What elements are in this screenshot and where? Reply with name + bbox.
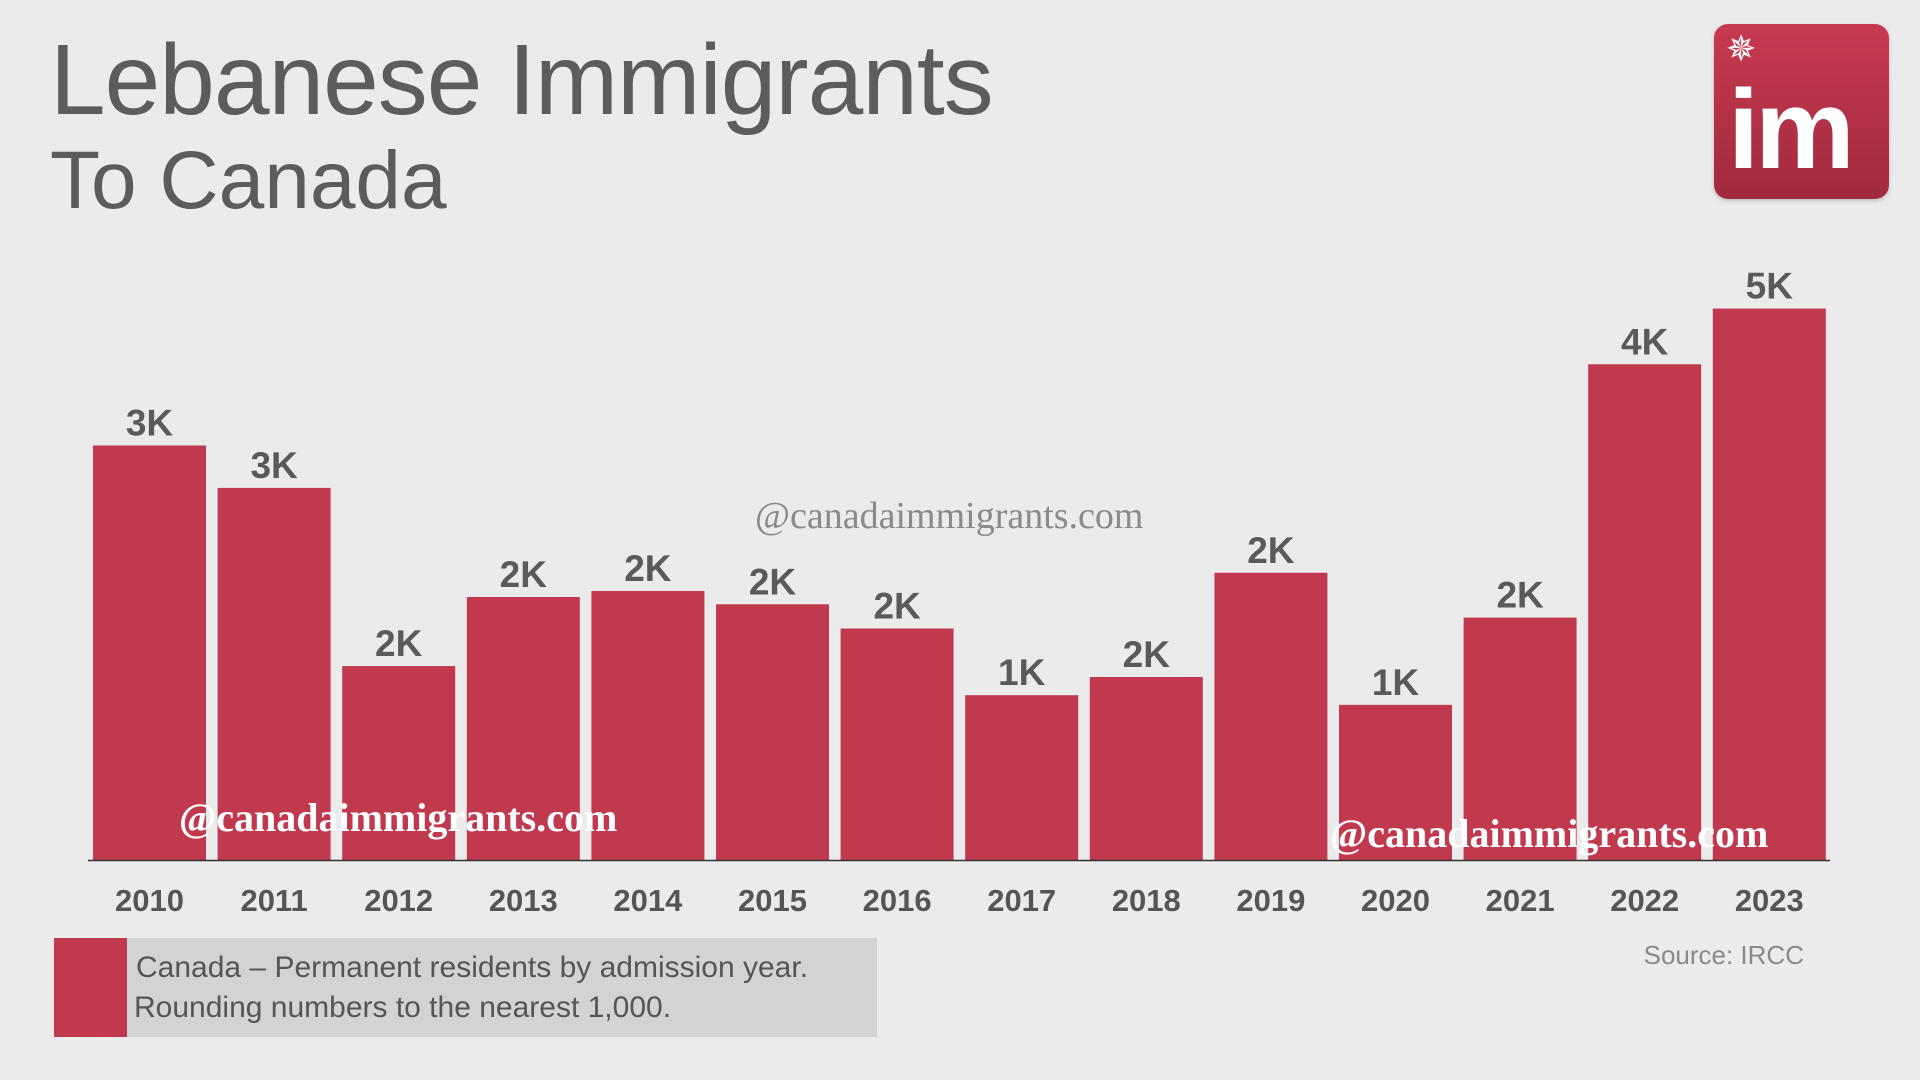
- bar-2014: [591, 590, 705, 860]
- x-tick-label-2010: 2010: [115, 883, 184, 918]
- x-tick-label-2020: 2020: [1361, 883, 1430, 918]
- bar-2012: [342, 666, 456, 860]
- bar-2022: [1588, 364, 1702, 860]
- page-title: Lebanese Immigrants: [50, 24, 994, 136]
- data-label-2023: 5K: [1746, 266, 1794, 307]
- legend: Canada – Permanent residents by admissio…: [54, 938, 877, 1037]
- bar-2023: [1712, 308, 1826, 860]
- watermark-right: @canadaimmigrants.com: [1330, 811, 1769, 856]
- watermark-center: @canadaimmigrants.com: [755, 495, 1144, 537]
- x-tick-label-2015: 2015: [738, 883, 807, 918]
- data-label-2019: 2K: [1247, 530, 1295, 571]
- page-subtitle: To Canada: [50, 135, 447, 226]
- watermark-left: @canadaimmigrants.com: [179, 795, 618, 840]
- bar-2011: [217, 487, 331, 860]
- data-label-2010: 3K: [126, 402, 174, 443]
- data-label-2017: 1K: [998, 652, 1046, 693]
- x-tick-label-2022: 2022: [1610, 883, 1679, 918]
- bar-2015: [716, 604, 829, 860]
- bar-2017: [965, 695, 1079, 860]
- data-label-2022: 4K: [1621, 321, 1669, 362]
- bar-2013: [466, 596, 580, 860]
- bar-2016: [840, 628, 954, 860]
- data-label-2016: 2K: [873, 586, 921, 627]
- data-label-2011: 3K: [250, 445, 298, 486]
- bar-2020: [1339, 704, 1452, 860]
- x-tick-label-2013: 2013: [489, 883, 558, 918]
- brand-logo: ✵ im: [1714, 24, 1889, 199]
- x-tick-label-2017: 2017: [987, 883, 1056, 918]
- logo-text: im: [1728, 67, 1855, 192]
- data-label-2014: 2K: [624, 548, 672, 589]
- data-label-2021: 2K: [1496, 575, 1544, 616]
- bar-2010: [93, 445, 206, 860]
- legend-swatch: [54, 938, 127, 1037]
- data-label-2015: 2K: [749, 561, 797, 602]
- legend-line-1: Canada – Permanent residents by admissio…: [136, 951, 809, 984]
- bar-2018: [1089, 676, 1203, 860]
- legend-line-2: Rounding numbers to the nearest 1,000.: [134, 991, 672, 1024]
- bar-2021: [1463, 617, 1577, 860]
- x-tick-label-2011: 2011: [240, 883, 307, 918]
- x-tick-label-2023: 2023: [1735, 883, 1804, 918]
- x-tick-label-2016: 2016: [863, 883, 932, 918]
- data-label-2018: 2K: [1123, 634, 1171, 675]
- data-label-2020: 1K: [1372, 662, 1420, 703]
- source-note: Source: IRCC: [1643, 940, 1804, 970]
- bar-2019: [1214, 572, 1328, 860]
- x-tick-label-2021: 2021: [1486, 883, 1555, 918]
- x-tick-label-2012: 2012: [364, 883, 433, 918]
- x-tick-label-2014: 2014: [613, 883, 683, 918]
- x-tick-label-2019: 2019: [1236, 883, 1305, 918]
- data-label-2012: 2K: [375, 623, 423, 664]
- data-label-2013: 2K: [500, 554, 548, 595]
- x-tick-label-2018: 2018: [1112, 883, 1181, 918]
- maple-leaf-icon: ✵: [1726, 28, 1757, 69]
